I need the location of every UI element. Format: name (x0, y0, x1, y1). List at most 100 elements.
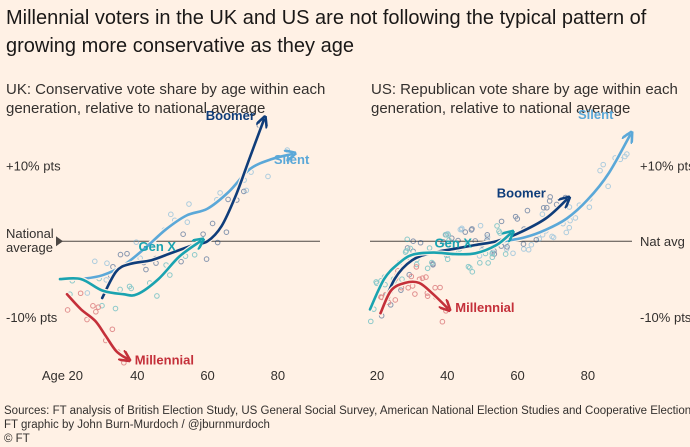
uk-dot-silent (91, 258, 98, 265)
us-x-tick-label-40: 40 (440, 368, 454, 383)
uk-dot-millennial (121, 359, 127, 366)
graphic-credit: FT graphic by John Burn-Murdoch / @jburn… (4, 419, 270, 431)
uk-dot-silent (168, 211, 174, 218)
us-chart-subtitle: US: Republican vote share by age within … (371, 81, 678, 117)
uk-dot-millennial (64, 307, 71, 313)
uk-dot-millennial (77, 290, 84, 297)
us-dot-silent (605, 183, 611, 190)
us-dot-gen-x (429, 259, 435, 266)
us-dot-boomer (440, 239, 447, 245)
us-dot-silent (566, 224, 573, 231)
us-dot-boomer (410, 238, 416, 244)
uk-dot-boomer (203, 256, 210, 262)
us-dot-gen-x (413, 261, 420, 268)
uk-dot-silent (265, 173, 271, 180)
us-dot-silent (563, 229, 570, 236)
us-dot-gen-x (477, 260, 483, 266)
uk-dot-gen-x (117, 286, 123, 293)
us-dot-silent (528, 241, 535, 248)
uk-millennial-line (65, 292, 127, 358)
us-dot-millennial (412, 291, 418, 297)
uk-y-tick-label-0: National average (6, 226, 54, 255)
uk-silent-line (79, 154, 292, 281)
us-x-tick-label-20: 20 (370, 368, 384, 383)
uk-y-tick-label-10: -10% pts (6, 310, 58, 325)
uk-silent-label: Silent (274, 152, 310, 167)
uk-average-marker-icon (56, 236, 63, 247)
us-dot-millennial (419, 275, 426, 281)
us-dot-millennial (423, 274, 429, 280)
us-dot-boomer (524, 207, 531, 214)
uk-chart-panel: +10% pts National average -10% pts Age 20 40 6… (6, 108, 320, 383)
uk-dot-boomer (180, 231, 186, 238)
us-dot-millennial (439, 318, 446, 325)
us-dot-silent (536, 236, 543, 242)
us-dot-gen-x (367, 318, 374, 325)
us-dot-boomer (514, 216, 521, 222)
uk-dot-silent (217, 190, 223, 196)
us-dot-millennial (437, 284, 443, 291)
us-dot-gen-x (407, 245, 414, 252)
us-dot-silent (520, 246, 527, 252)
sources-note: Sources: FT analysis of British Election… (4, 405, 690, 417)
uk-dot-boomer (117, 251, 124, 258)
uk-gen-x-label: Gen X (139, 239, 177, 254)
us-dot-gen-x (485, 260, 491, 266)
us-dot-silent (586, 204, 593, 210)
uk-dot-boomer (200, 231, 206, 237)
uk-dot-silent (186, 201, 192, 207)
uk-y-tick-label-10: +10% pts (6, 158, 61, 173)
uk-dot-millennial (109, 326, 116, 333)
us-observation-dots (367, 132, 631, 325)
uk-dot-millennial (95, 304, 102, 310)
us-dot-silent (597, 167, 603, 174)
us-dot-boomer (455, 237, 461, 244)
us-dot-gen-x (494, 223, 500, 229)
us-millennial-line (379, 280, 448, 315)
uk-dot-silent (243, 187, 250, 194)
chart-title: Millennial voters in the UK and US are n… (6, 7, 647, 57)
uk-dot-gen-x (112, 305, 119, 312)
us-x-tick-label-80: 80 (581, 368, 595, 383)
us-millennial-label: Millennial (455, 300, 514, 315)
us-y-tick-label-10: -10% pts (640, 310, 690, 325)
us-dot-millennial (413, 264, 420, 270)
us-dot-gen-x (373, 279, 379, 285)
uk-dot-silent (84, 290, 91, 296)
us-chart-panel: +10% pts Nat avg -10% pts 20 40 60 80 Silent Boo… (367, 107, 690, 383)
us-dot-gen-x (489, 250, 496, 257)
uk-dot-boomer (214, 239, 221, 246)
uk-dot-silent (184, 219, 191, 225)
us-dot-boomer (498, 218, 505, 225)
uk-dot-gen-x (154, 293, 160, 299)
uk-dot-gen-x (126, 283, 133, 290)
us-dot-silent (550, 234, 557, 241)
us-dot-millennial (392, 297, 399, 303)
us-dot-millennial (432, 284, 438, 291)
uk-x-tick-label-20: Age 20 (42, 368, 83, 383)
us-dot-boomer (504, 244, 510, 250)
us-dot-boomer (462, 229, 469, 235)
us-y-tick-label-0: Nat avg (640, 234, 685, 249)
us-dot-gen-x (465, 263, 472, 270)
footer: Sources: FT analysis of British Election… (4, 404, 690, 446)
us-dot-millennial (408, 273, 415, 280)
us-dot-boomer (417, 239, 424, 246)
us-dot-silent (572, 215, 579, 221)
uk-chart-subtitle: UK: Conservative vote share by age withi… (6, 81, 326, 117)
uk-dot-boomer (223, 229, 230, 235)
us-dot-silent (477, 222, 484, 229)
us-dot-gen-x (502, 251, 509, 257)
us-dot-boomer (469, 226, 475, 232)
uk-boomer-line (100, 120, 264, 300)
uk-gen-x-line (58, 241, 201, 297)
us-dot-silent (600, 161, 607, 168)
us-dot-silent (622, 153, 628, 160)
uk-millennial-label: Millennial (135, 353, 194, 368)
uk-x-tick-label-60: 60 (200, 368, 214, 383)
us-dot-millennial (424, 293, 431, 299)
us-dot-gen-x (489, 254, 496, 261)
us-dot-gen-x (442, 231, 449, 238)
uk-dot-millennial (84, 316, 90, 323)
